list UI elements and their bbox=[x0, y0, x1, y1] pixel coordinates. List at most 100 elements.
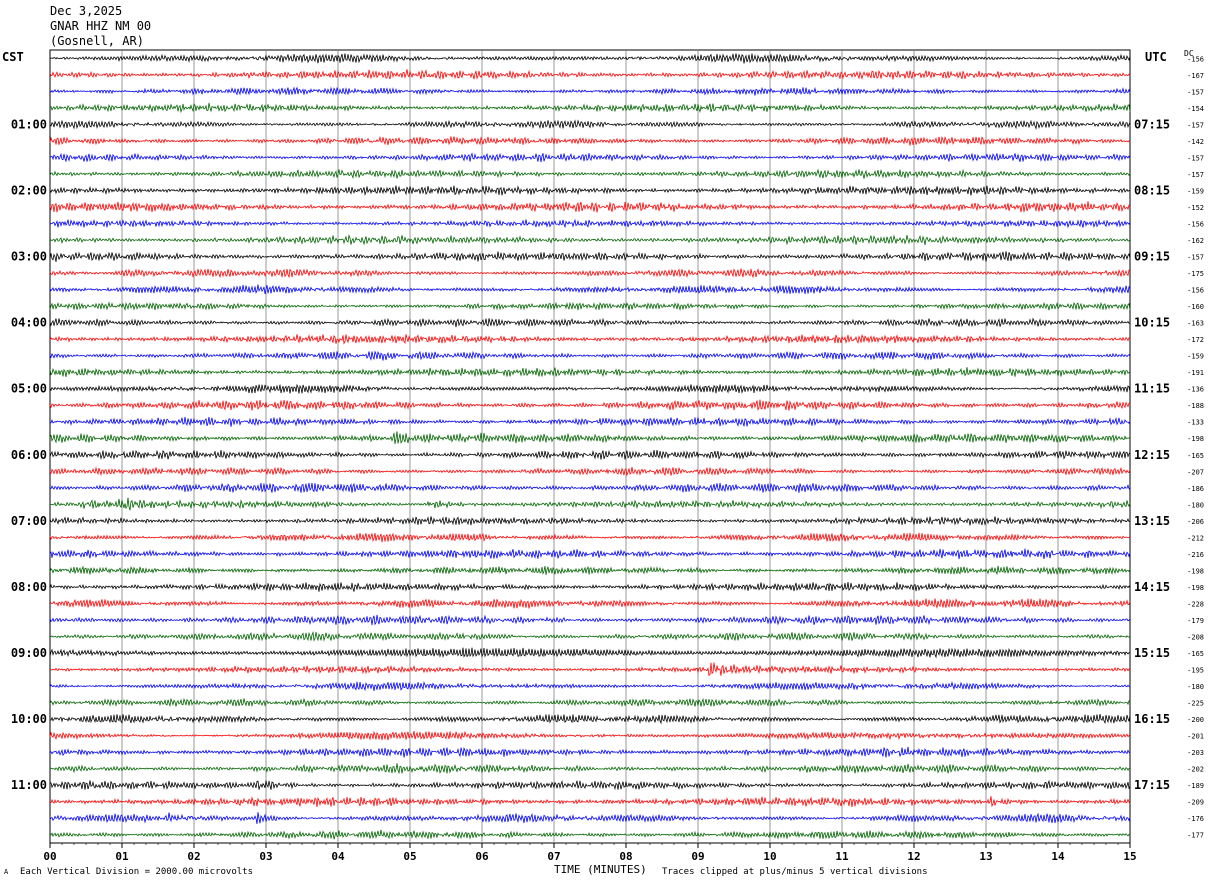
dc-offset-label: -159 bbox=[1187, 353, 1204, 361]
trace-row-42 bbox=[49, 746, 1131, 758]
dc-offset-label: -207 bbox=[1187, 468, 1204, 476]
trace-row-3 bbox=[49, 102, 1131, 114]
trace-row-19 bbox=[49, 367, 1131, 378]
x-tick-label: 07 bbox=[547, 850, 560, 863]
dc-offset-label: -200 bbox=[1187, 716, 1204, 724]
x-tick-label: 13 bbox=[979, 850, 992, 863]
x-tick-label: 04 bbox=[331, 850, 345, 863]
trace-row-11 bbox=[49, 233, 1131, 246]
dc-offset-label: -203 bbox=[1187, 749, 1204, 757]
clip-note: Traces clipped at plus/minus 5 vertical … bbox=[662, 867, 928, 877]
trace-row-25 bbox=[49, 466, 1131, 477]
cst-hour-label: 11:00 bbox=[11, 778, 47, 792]
dc-offset-label: -162 bbox=[1187, 237, 1204, 245]
trace-row-2 bbox=[49, 86, 1131, 96]
trace-row-15 bbox=[49, 301, 1131, 312]
dc-offset-label: -156 bbox=[1187, 55, 1204, 63]
trace-row-6 bbox=[49, 152, 1131, 163]
dc-offset-label: -157 bbox=[1187, 154, 1204, 162]
x-tick-label: 08 bbox=[619, 850, 632, 863]
dc-offset-label: -209 bbox=[1187, 799, 1204, 807]
dc-offset-label: -157 bbox=[1187, 88, 1204, 96]
corner-mark: A bbox=[4, 868, 9, 876]
dc-offset-label: -212 bbox=[1187, 534, 1204, 542]
trace-row-37 bbox=[49, 662, 1131, 677]
trace-row-34 bbox=[49, 614, 1131, 626]
dc-offset-label: -177 bbox=[1187, 832, 1204, 840]
cst-hour-label: 09:00 bbox=[11, 646, 47, 660]
trace-row-8 bbox=[49, 185, 1131, 196]
utc-hour-label: 14:15 bbox=[1134, 580, 1170, 594]
utc-hour-label: 07:15 bbox=[1134, 117, 1170, 131]
trace-row-14 bbox=[49, 284, 1131, 295]
cst-hour-label: 01:00 bbox=[11, 117, 47, 131]
trace-row-1 bbox=[49, 69, 1131, 81]
trace-row-28 bbox=[49, 516, 1131, 526]
x-tick-label: 11 bbox=[835, 850, 849, 863]
trace-row-43 bbox=[49, 763, 1131, 775]
dc-offset-label: -157 bbox=[1187, 121, 1204, 129]
trace-row-40 bbox=[49, 714, 1131, 725]
trace-row-39 bbox=[49, 697, 1131, 708]
dc-offset-label: -133 bbox=[1187, 419, 1204, 427]
trace-row-7 bbox=[49, 168, 1131, 180]
trace-row-38 bbox=[49, 681, 1131, 692]
cst-hour-label: 05:00 bbox=[11, 382, 47, 396]
scale-note: Each Vertical Division = 2000.00 microvo… bbox=[20, 867, 253, 877]
trace-row-27 bbox=[49, 497, 1131, 511]
trace-row-32 bbox=[49, 581, 1131, 592]
cst-hour-label: 04:00 bbox=[11, 316, 47, 330]
dc-offset-label: -198 bbox=[1187, 435, 1204, 443]
trace-row-46 bbox=[49, 812, 1131, 824]
trace-row-18 bbox=[49, 350, 1131, 361]
dc-offset-label: -175 bbox=[1187, 270, 1204, 278]
cst-hour-label: 02:00 bbox=[11, 183, 47, 197]
utc-hour-label: 10:15 bbox=[1134, 316, 1170, 330]
x-axis-label: TIME (MINUTES) bbox=[554, 863, 647, 876]
cst-hour-label: 07:00 bbox=[11, 514, 47, 528]
x-tick-label: 15 bbox=[1123, 850, 1136, 863]
trace-row-24 bbox=[49, 449, 1131, 460]
header-date: Dec 3,2025 bbox=[50, 4, 123, 18]
trace-row-30 bbox=[49, 548, 1131, 560]
header-station: GNAR HHZ NM 00 bbox=[50, 19, 152, 33]
trace-row-17 bbox=[49, 333, 1131, 345]
trace-row-4 bbox=[49, 119, 1131, 130]
x-tick-label: 10 bbox=[763, 850, 776, 863]
dc-offset-label: -188 bbox=[1187, 402, 1204, 410]
trace-row-0 bbox=[49, 53, 1131, 64]
dc-offset-label: -208 bbox=[1187, 633, 1204, 641]
dc-offset-label: -201 bbox=[1187, 733, 1204, 741]
trace-row-13 bbox=[49, 268, 1131, 279]
cst-hour-label: 10:00 bbox=[11, 712, 47, 726]
trace-row-33 bbox=[49, 597, 1131, 609]
cst-hour-label: 03:00 bbox=[11, 250, 47, 264]
dc-offset-label: -225 bbox=[1187, 700, 1204, 708]
x-tick-label: 12 bbox=[907, 850, 920, 863]
utc-hour-label: 16:15 bbox=[1134, 712, 1170, 726]
x-tick-label: 02 bbox=[187, 850, 200, 863]
dc-offset-label: -216 bbox=[1187, 551, 1204, 559]
dc-offset-label: -156 bbox=[1187, 287, 1204, 295]
header-location: (Gosnell, AR) bbox=[50, 34, 144, 48]
trace-row-9 bbox=[49, 201, 1131, 213]
dc-offset-label: -172 bbox=[1187, 336, 1204, 344]
dc-offset-label: -167 bbox=[1187, 72, 1204, 80]
dc-offset-label: -163 bbox=[1187, 320, 1204, 328]
dc-offset-label: -156 bbox=[1187, 220, 1204, 228]
utc-hour-label: 13:15 bbox=[1134, 514, 1170, 528]
trace-row-36 bbox=[49, 647, 1131, 659]
x-tick-label: 00 bbox=[43, 850, 56, 863]
dc-offset-label: -228 bbox=[1187, 600, 1204, 608]
trace-row-20 bbox=[49, 383, 1131, 394]
utc-label: UTC bbox=[1145, 50, 1167, 64]
trace-row-23 bbox=[49, 431, 1131, 445]
plot-frame bbox=[49, 49, 1131, 844]
dc-label: DC bbox=[1184, 49, 1194, 58]
dc-offset-label: -179 bbox=[1187, 617, 1204, 625]
trace-row-29 bbox=[49, 532, 1131, 543]
trace-row-44 bbox=[50, 779, 1131, 791]
trace-row-45 bbox=[49, 796, 1131, 808]
dc-offset-label: -206 bbox=[1187, 518, 1204, 526]
